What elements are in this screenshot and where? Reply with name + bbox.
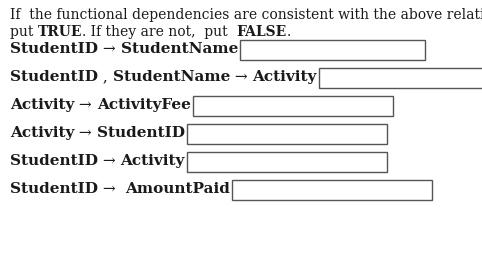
Bar	[319, 68, 482, 88]
Text: Activity: Activity	[10, 98, 74, 112]
Text: →: →	[98, 42, 120, 56]
Text: .: .	[287, 25, 291, 39]
Text: StudentName: StudentName	[113, 70, 230, 84]
Text: . If they are not,  put: . If they are not, put	[82, 25, 237, 39]
Bar	[187, 124, 387, 144]
Text: Activity: Activity	[120, 154, 185, 168]
Text: StudentID: StudentID	[10, 42, 98, 56]
Bar	[232, 180, 432, 200]
Text: StudentID: StudentID	[10, 154, 98, 168]
Text: Activity: Activity	[253, 70, 317, 84]
Text: TRUE: TRUE	[38, 25, 82, 39]
Text: FALSE: FALSE	[237, 25, 287, 39]
Bar	[193, 96, 393, 116]
Text: StudentID: StudentID	[97, 126, 185, 140]
Text: AmountPaid: AmountPaid	[125, 182, 230, 196]
Text: ActivityFee: ActivityFee	[97, 98, 191, 112]
Text: ,: ,	[98, 70, 113, 84]
Bar	[240, 40, 425, 60]
Text: →: →	[98, 154, 120, 168]
Text: put: put	[10, 25, 38, 39]
Bar	[187, 152, 387, 172]
Text: StudentID: StudentID	[10, 182, 98, 196]
Text: →: →	[98, 182, 125, 196]
Text: If  the functional dependencies are consistent with the above relation,: If the functional dependencies are consi…	[10, 8, 482, 22]
Text: →: →	[74, 98, 97, 112]
Text: →: →	[230, 70, 253, 84]
Text: StudentName: StudentName	[120, 42, 238, 56]
Text: Activity: Activity	[10, 126, 74, 140]
Text: →: →	[74, 126, 97, 140]
Text: StudentID: StudentID	[10, 70, 98, 84]
